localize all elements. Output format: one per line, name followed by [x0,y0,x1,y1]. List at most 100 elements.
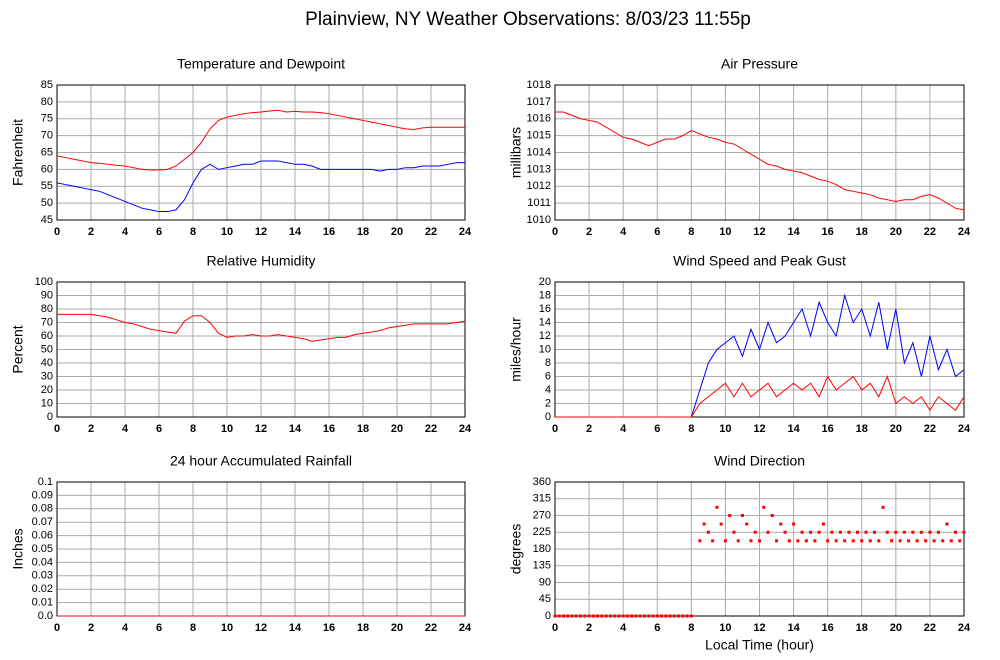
x-tick-label: 6 [156,622,162,634]
data-point [873,530,877,534]
data-point [953,530,957,534]
data-point [642,614,646,618]
x-tick-label: 2 [586,622,592,634]
y-tick-label: 0 [545,610,551,622]
data-point [758,539,761,543]
data-point [579,614,583,618]
y-tick-label: 135 [533,560,551,572]
x-tick-label: 24 [459,226,472,238]
x-tick-label: 14 [289,423,302,435]
x-tick-label: 4 [620,226,627,238]
data-point [945,522,949,526]
x-tick-label: 18 [856,226,868,238]
data-point [706,530,710,534]
data-point [766,530,770,534]
y-tick-label: 180 [533,543,551,555]
plot-frame [554,481,965,617]
data-point [728,514,732,517]
data-point [821,522,825,526]
data-point [792,522,796,526]
x-tick-label: 24 [459,622,472,634]
data-point [813,539,817,543]
data-point [894,530,898,534]
data-point [587,614,591,618]
y-tick-label: 0 [47,411,53,423]
data-point [638,614,642,618]
x-tick-label: 8 [190,622,196,634]
data-point [779,522,783,526]
x-tick-label: 12 [255,622,267,634]
x-tick-label: 20 [391,622,403,634]
plot-frame [554,281,965,418]
x-tick-label: 4 [122,423,129,435]
data-point [941,539,945,543]
data-point [583,614,587,618]
y-tick-label: 4 [545,384,551,396]
x-tick-label: 24 [958,622,971,634]
x-tick-label: 6 [654,423,660,435]
x-tick-label: 4 [620,423,627,435]
y-tick-label: 75 [41,113,53,125]
y-axis-label: miles/hour [508,317,524,382]
x-tick-label: 12 [753,622,765,634]
x-tick-label: 6 [156,423,162,435]
x-tick-label: 16 [822,423,834,435]
data-point [787,539,791,543]
y-axis-label: millibars [508,127,524,178]
y-tick-label: 70 [41,130,53,142]
chart-title: Temperature and Dewpoint [177,56,345,72]
data-point [736,539,740,543]
y-tick-label: 20 [41,384,53,396]
x-tick-label: 14 [787,226,800,238]
y-axis-label: Percent [10,325,26,373]
x-tick-label: 18 [357,622,369,634]
data-point [625,614,629,618]
data-point [783,530,787,534]
data-point [745,522,749,526]
data-point [596,614,600,618]
data-point [557,614,561,618]
data-line [56,109,465,171]
data-point [804,539,808,543]
x-tick-label: 2 [586,423,592,435]
x-tick-label: 0 [552,423,558,435]
x-tick-label: 14 [289,226,302,238]
x-tick-label: 10 [719,622,731,634]
x-tick-label: 20 [890,226,902,238]
data-point [911,530,915,534]
x-tick-label: 18 [357,226,369,238]
data-point [902,530,906,534]
data-point [864,530,868,534]
data-point [877,539,881,543]
y-tick-label: 0.07 [32,516,53,528]
x-tick-label: 22 [425,622,437,634]
data-point [685,614,689,618]
data-point [553,614,557,618]
data-point [907,539,911,543]
chart-title: Relative Humidity [207,253,316,269]
x-tick-label: 12 [753,226,765,238]
y-tick-label: 10 [41,397,53,409]
y-tick-label: 60 [41,163,53,175]
data-point [634,614,638,618]
y-tick-label: 40 [41,357,53,369]
data-point [796,539,800,543]
y-tick-label: 60 [41,330,53,342]
data-point [885,530,889,534]
y-tick-label: 1017 [527,96,551,108]
data-point [566,614,570,618]
data-point [621,614,625,618]
data-point [830,530,834,534]
data-point [677,614,681,618]
plot-frame [56,84,466,221]
data-point [855,530,859,534]
x-tick-label: 10 [719,226,731,238]
y-tick-label: 65 [41,146,53,158]
data-point [881,505,885,509]
y-tick-label: 1013 [527,163,551,175]
y-tick-label: 45 [41,214,53,226]
y-tick-label: 50 [41,197,53,209]
y-tick-label: 0 [545,411,551,423]
y-tick-label: 0.01 [32,597,53,609]
y-tick-label: 90 [539,576,551,588]
